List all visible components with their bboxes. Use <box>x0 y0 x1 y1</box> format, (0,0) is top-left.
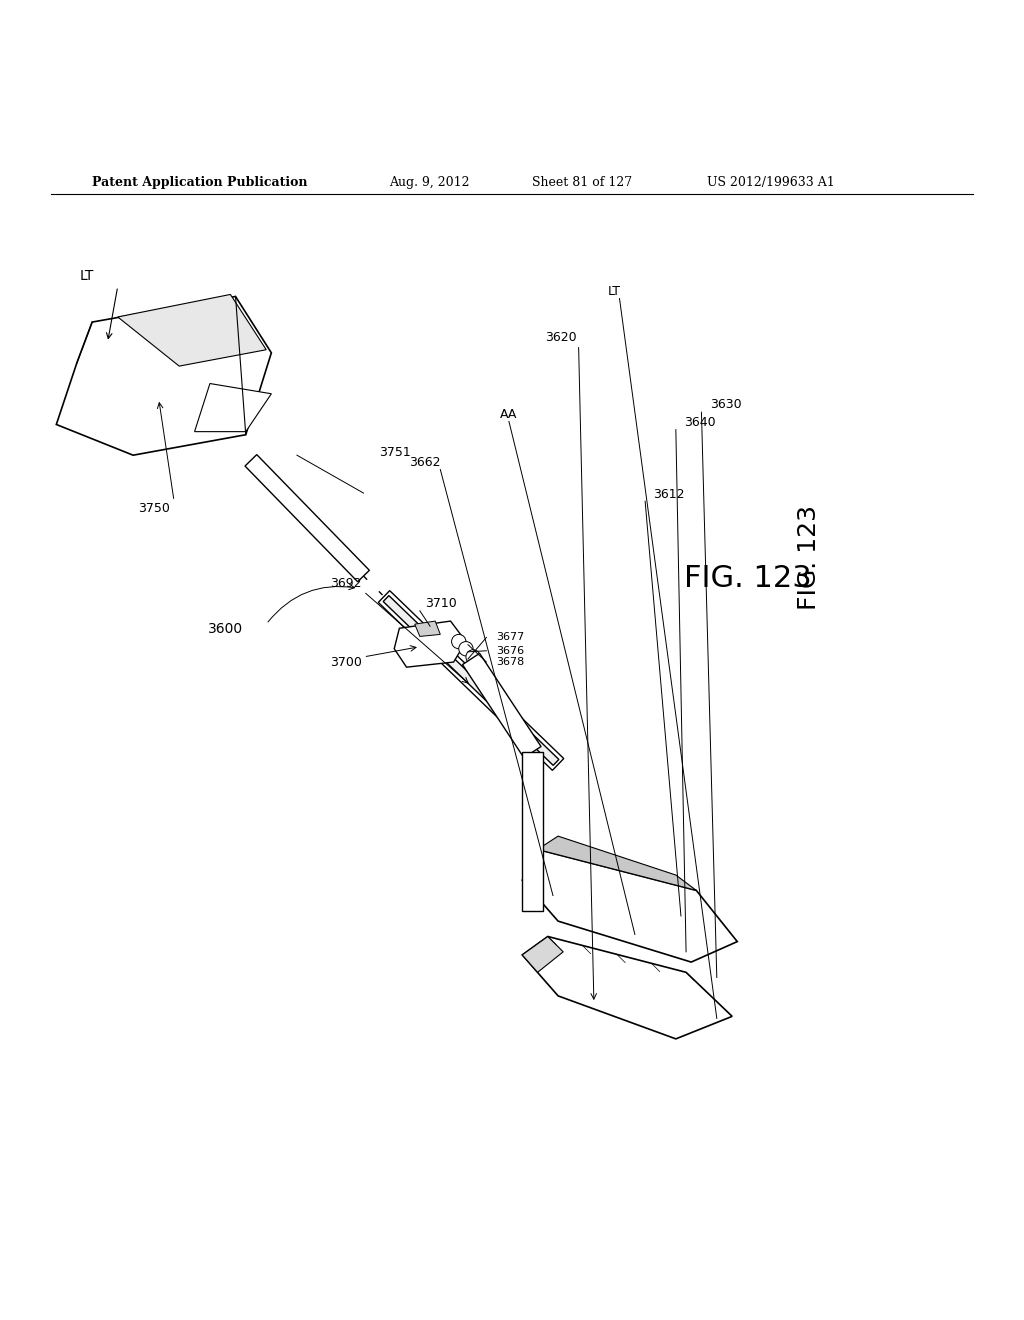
Text: Aug. 9, 2012: Aug. 9, 2012 <box>389 176 470 189</box>
Polygon shape <box>522 936 732 1039</box>
Text: 3640: 3640 <box>684 416 716 429</box>
Text: Patent Application Publication: Patent Application Publication <box>92 176 307 189</box>
Polygon shape <box>378 590 564 771</box>
Polygon shape <box>245 454 370 582</box>
Text: Sheet 81 of 127: Sheet 81 of 127 <box>532 176 633 189</box>
Polygon shape <box>522 850 737 962</box>
Text: LT: LT <box>80 269 94 282</box>
Text: AA: AA <box>501 408 517 421</box>
Text: 3620: 3620 <box>546 331 577 345</box>
Text: FIG. 123: FIG. 123 <box>797 506 821 610</box>
Polygon shape <box>383 595 559 766</box>
Polygon shape <box>118 294 266 366</box>
Polygon shape <box>538 836 696 891</box>
Polygon shape <box>394 622 466 667</box>
Text: 3662: 3662 <box>410 455 440 469</box>
Text: 3677: 3677 <box>497 632 525 643</box>
Polygon shape <box>415 622 440 636</box>
Text: 3678: 3678 <box>497 657 525 667</box>
Text: 3710: 3710 <box>425 597 457 610</box>
Circle shape <box>459 642 473 656</box>
Polygon shape <box>56 297 271 455</box>
Text: 3692: 3692 <box>331 577 361 590</box>
Text: 3676: 3676 <box>497 645 524 656</box>
Text: FIG. 123: FIG. 123 <box>684 564 811 593</box>
Text: 3630: 3630 <box>710 397 741 411</box>
Circle shape <box>452 635 466 648</box>
Text: 3700: 3700 <box>330 656 362 668</box>
Circle shape <box>466 649 480 664</box>
Polygon shape <box>522 752 543 911</box>
Polygon shape <box>463 653 541 758</box>
Polygon shape <box>522 936 563 973</box>
Text: US 2012/199633 A1: US 2012/199633 A1 <box>707 176 835 189</box>
Text: 3612: 3612 <box>653 487 685 500</box>
Text: 3751: 3751 <box>379 446 411 458</box>
Text: 3600: 3600 <box>208 622 243 636</box>
Text: 3750: 3750 <box>137 502 170 515</box>
Polygon shape <box>195 384 271 432</box>
Text: LT: LT <box>608 285 621 298</box>
